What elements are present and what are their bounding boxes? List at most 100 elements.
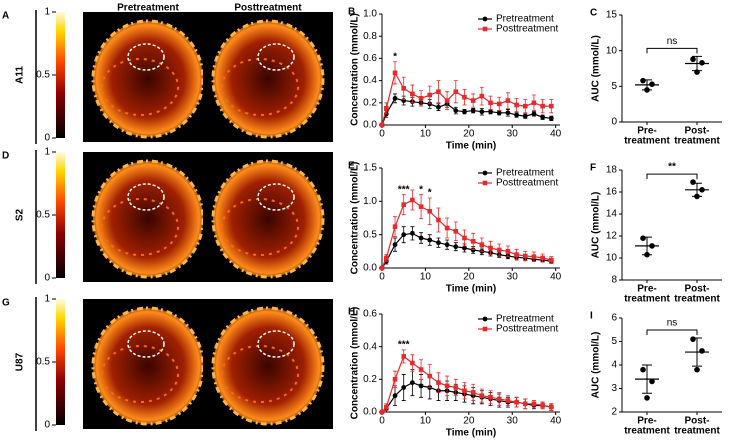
data-point xyxy=(514,252,519,257)
data-point xyxy=(462,245,467,251)
x-axis-title: Time (min) xyxy=(446,284,496,295)
data-point xyxy=(540,403,545,408)
legend-label: Posttreatment xyxy=(496,24,558,35)
data-point xyxy=(453,385,459,390)
data-point xyxy=(392,70,398,76)
panel-letter: A xyxy=(2,11,9,22)
x-tick-label: 30 xyxy=(507,272,519,283)
data-point xyxy=(453,244,459,250)
data-point xyxy=(496,101,502,107)
data-point xyxy=(409,380,415,385)
column-header: Pretreatment xyxy=(117,3,179,14)
data-point xyxy=(379,122,385,128)
y-axis-title: AUC (mmol/L) xyxy=(591,35,602,102)
y-tick-label: 8 xyxy=(611,275,617,286)
data-point xyxy=(699,348,705,354)
data-point xyxy=(392,393,398,399)
data-point xyxy=(488,100,493,106)
x-axis-title: Time (min) xyxy=(446,428,496,439)
data-point xyxy=(514,102,519,108)
significance-label: * xyxy=(419,184,423,195)
data-point xyxy=(409,230,415,236)
x-tick-label: treatment xyxy=(624,136,670,147)
data-point xyxy=(392,95,398,101)
row-label: U87 xyxy=(15,352,26,371)
data-point xyxy=(522,253,528,259)
data-point xyxy=(640,235,646,241)
y-tick-label: 0 xyxy=(611,117,617,128)
significance-label: *** xyxy=(398,340,410,351)
x-tick-label: Pre- xyxy=(637,126,656,137)
tumor-roi xyxy=(257,43,295,71)
data-point xyxy=(462,388,467,394)
row-label: S2 xyxy=(15,208,26,221)
x-tick-label: 30 xyxy=(507,416,519,427)
data-point xyxy=(649,378,655,385)
x-tick-label: 20 xyxy=(463,272,475,283)
data-point xyxy=(505,110,511,116)
data-point xyxy=(549,103,554,109)
brain-map xyxy=(211,159,325,279)
brain-map xyxy=(91,306,205,426)
colorbar-tick-label: 1 xyxy=(44,294,50,305)
data-point xyxy=(470,108,476,113)
y-tick-label: 5 xyxy=(611,336,617,347)
data-point xyxy=(522,401,528,407)
x-tick-label: 30 xyxy=(507,129,519,140)
data-point xyxy=(418,367,424,372)
data-point xyxy=(488,245,493,251)
data-point xyxy=(384,404,389,410)
data-point xyxy=(427,92,433,98)
x-tick-label: treatment xyxy=(624,294,670,305)
data-point xyxy=(540,255,545,261)
legend-label: Pretreatment xyxy=(496,168,554,179)
y-tick-label: 10 xyxy=(606,253,618,264)
data-point xyxy=(462,94,467,100)
data-point xyxy=(436,104,441,110)
data-point xyxy=(514,399,519,405)
data-point xyxy=(418,235,424,241)
x-tick-label: 20 xyxy=(463,416,475,427)
legend-marker xyxy=(482,180,488,186)
significance-label: ** xyxy=(668,162,676,173)
x-tick-label: treatment xyxy=(674,136,720,147)
data-point xyxy=(531,401,537,407)
significance-label: ns xyxy=(667,318,678,329)
colorbar xyxy=(56,12,65,138)
data-point xyxy=(694,366,700,373)
brain-map xyxy=(91,159,205,279)
data-point xyxy=(462,109,467,115)
data-point xyxy=(427,209,433,214)
y-tick-label: 0.6 xyxy=(363,309,377,320)
y-tick-label: 0.8 xyxy=(363,31,377,42)
legend-label: Posttreatment xyxy=(496,178,558,189)
data-point xyxy=(505,398,511,403)
y-tick-label: 0.2 xyxy=(363,374,377,385)
data-point xyxy=(694,69,700,75)
series-line xyxy=(381,381,552,413)
y-tick-label: 5 xyxy=(611,81,617,92)
data-point xyxy=(640,366,646,373)
x-tick-label: 40 xyxy=(550,272,562,283)
legend-marker xyxy=(482,26,488,32)
data-point xyxy=(540,114,546,120)
legend-marker xyxy=(482,316,488,322)
x-axis-title: Time (min) xyxy=(446,141,496,152)
brain-map xyxy=(91,19,205,139)
colorbar xyxy=(56,299,65,425)
tumor-roi xyxy=(127,43,165,71)
data-point xyxy=(644,251,650,258)
x-tick-label: Post- xyxy=(685,416,710,427)
data-point xyxy=(410,360,415,366)
data-point xyxy=(488,109,493,115)
data-point xyxy=(479,109,485,115)
y-tick-label: 0.0 xyxy=(363,120,377,131)
data-point xyxy=(531,100,537,106)
data-point xyxy=(496,396,502,402)
data-point xyxy=(690,179,696,185)
y-tick-label: 16 xyxy=(606,187,618,198)
row-label: A11 xyxy=(15,66,26,84)
x-tick-label: Pre- xyxy=(637,416,656,427)
y-tick-label: 0.4 xyxy=(363,341,377,352)
data-point xyxy=(401,232,407,238)
